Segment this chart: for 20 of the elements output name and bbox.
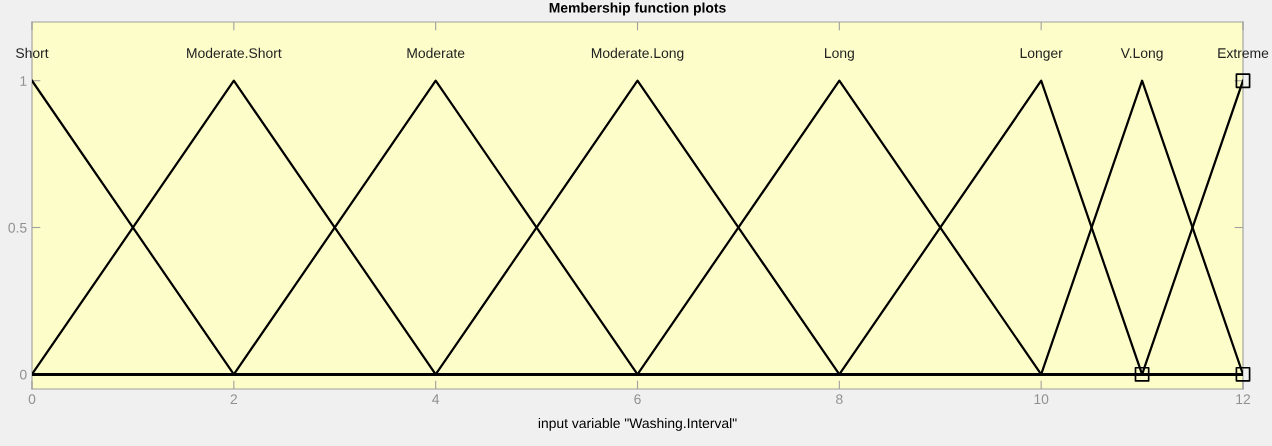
- y-tick-label: 0.5: [8, 222, 27, 233]
- series-label: V.Long: [1120, 48, 1163, 61]
- x-tick-label: 2: [230, 394, 237, 404]
- series-label: Short: [16, 47, 49, 59]
- x-tick-label: 6: [634, 394, 641, 405]
- series-label: Longer: [1020, 48, 1063, 61]
- y-tick-label: 0: [19, 369, 27, 380]
- series-label: Extreme: [1218, 48, 1269, 59]
- text: Moderate: [407, 47, 465, 59]
- series-label: Moderate.Long: [591, 47, 684, 61]
- x-tick-label: 10: [1034, 394, 1049, 405]
- text: Moderate.Short: [187, 47, 282, 59]
- chart-title: Membership function plots: [549, 2, 726, 16]
- x-tick-label: 0: [28, 394, 36, 405]
- x-tick-label: 12: [1236, 394, 1251, 404]
- y-tick-label: 1: [20, 76, 27, 86]
- x-tick-label: 4: [432, 394, 440, 404]
- x-axis-title: input variable "Washing.Interval": [538, 417, 737, 431]
- x-tick-label: 8: [836, 394, 843, 405]
- series-label: Long: [825, 48, 854, 61]
